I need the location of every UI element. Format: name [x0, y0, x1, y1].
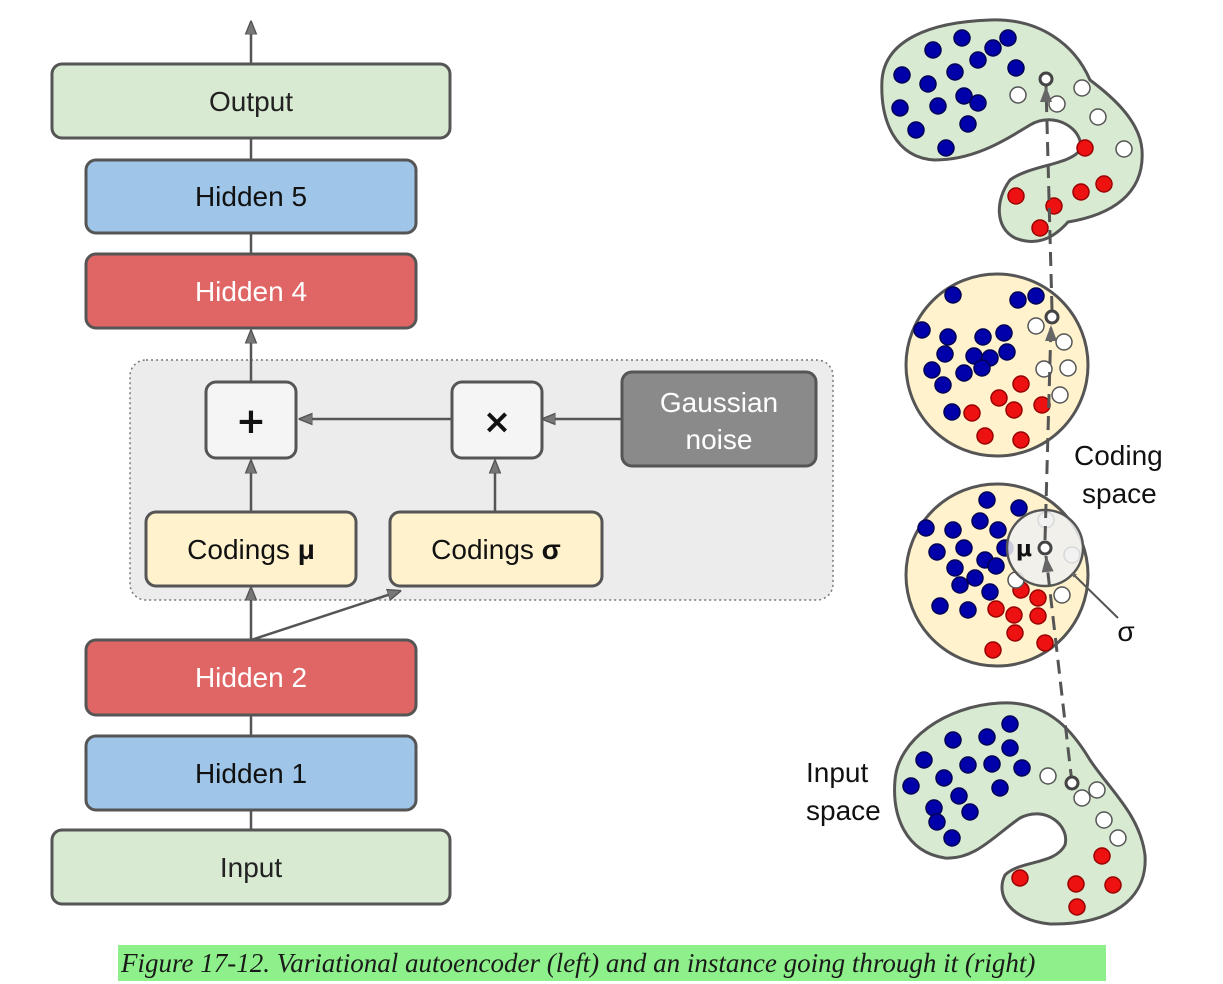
data-points — [891, 29, 1133, 916]
svg-text:Gaussian: Gaussian — [660, 387, 778, 418]
input-layer: Input — [50, 828, 452, 906]
svg-text:Coding: Coding — [1074, 440, 1163, 471]
svg-text:Codings σ: Codings σ — [431, 534, 561, 565]
trajectory-sample-to-upper — [1043, 324, 1053, 541]
trajectory-arrowhead — [1041, 556, 1054, 573]
times-node: × — [450, 380, 544, 460]
instance-marker-input — [1064, 775, 1080, 791]
svg-text:+: + — [236, 401, 266, 442]
mu-label: μ — [1016, 537, 1032, 562]
plus-node: + — [204, 380, 298, 460]
hidden5-layer: Hidden 5 — [84, 158, 418, 235]
sigma-pointer — [1071, 572, 1119, 619]
svg-text:noise: noise — [686, 424, 753, 455]
trajectory-arrowhead — [1045, 325, 1057, 341]
svg-text:Codings μ: Codings μ — [187, 534, 315, 565]
svg-text:space: space — [806, 795, 881, 826]
gaussian-noise-node: Gaussian noise — [620, 370, 818, 468]
trajectory-upper-to-output — [1044, 85, 1054, 311]
svg-text:×: × — [483, 402, 512, 442]
arrow-hidden2-to-sigma — [250, 591, 400, 642]
hidden4-layer: Hidden 4 — [84, 252, 418, 330]
svg-text:Hidden 2: Hidden 2 — [195, 662, 307, 693]
input-space-label: Input space — [806, 757, 881, 826]
hidden2-layer: Hidden 2 — [84, 638, 418, 717]
svg-text:Hidden 1: Hidden 1 — [195, 758, 307, 789]
instance-marker-upper — [1044, 309, 1060, 325]
svg-text:Input: Input — [806, 757, 868, 788]
trajectory-arrowhead — [1040, 86, 1052, 102]
trajectory-input-to-mu — [1044, 555, 1074, 784]
figure-caption: Figure 17-12. Variational autoencoder (l… — [118, 945, 1106, 981]
coding-space-label: Coding space — [1074, 440, 1163, 509]
svg-text:space: space — [1082, 478, 1157, 509]
instance-marker-mu — [1037, 540, 1053, 556]
output-layer: Output — [50, 62, 452, 140]
svg-text:Output: Output — [209, 86, 293, 117]
sigma-label: σ — [1117, 616, 1134, 647]
svg-text:Hidden 5: Hidden 5 — [195, 181, 307, 212]
svg-text:Hidden 4: Hidden 4 — [195, 276, 307, 307]
svg-text:Input: Input — [220, 852, 282, 883]
instance-marker-output — [1038, 71, 1054, 87]
codings-sigma-layer: Codings σ — [388, 510, 604, 588]
codings-mu-layer: Codings μ — [144, 510, 358, 588]
input-space-blob — [893, 701, 1147, 926]
hidden1-layer: Hidden 1 — [84, 734, 418, 812]
